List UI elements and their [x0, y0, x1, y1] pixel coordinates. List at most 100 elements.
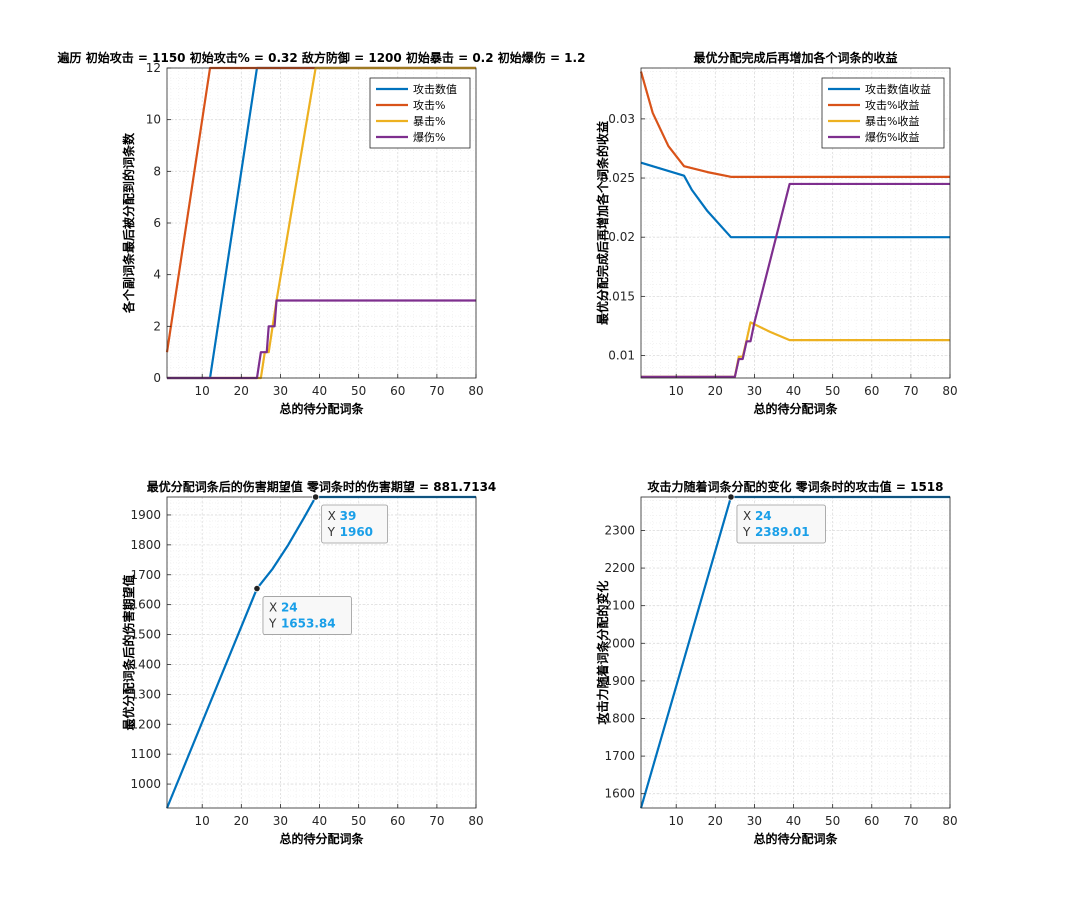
chart-3-datatip-y-label: Y [327, 525, 336, 539]
chart-3-xlabel: 总的待分配词条 [279, 831, 364, 846]
chart-2-xtick-label: 10 [669, 384, 684, 398]
chart-3-datatip-x-value: 24 [281, 601, 298, 615]
chart-4-ytick-label: 1700 [604, 749, 635, 763]
chart-3-datatip-y-value: 1960 [340, 525, 373, 539]
chart-1-legend-entry-4: 爆伤% [413, 130, 445, 144]
chart-4-xlabel: 总的待分配词条 [753, 831, 838, 846]
chart-4-major-grid [641, 497, 951, 808]
chart-1-title: 遍历 初始攻击 = 1150 初始攻击% = 0.32 敌方防御 = 1200 … [57, 50, 586, 65]
chart-2-series-4-line [641, 182, 950, 378]
chart-3-ytick-label: 1400 [130, 657, 161, 671]
chart-4-ylabel: 攻击力随着词条分配的变化 [595, 580, 610, 724]
chart-2-xtick-label: 20 [708, 384, 723, 398]
chart-2-legend-entry-3: 暴击%收益 [865, 114, 919, 128]
chart-4-datatip-box [736, 504, 826, 544]
chart-4-xtick-label: 30 [747, 814, 762, 828]
chart-3-xtick-label: 50 [351, 814, 366, 828]
chart-4-xtick-label: 60 [864, 814, 879, 828]
chart-4-xtick-label: 50 [825, 814, 840, 828]
chart-2-ylabel: 最优分配完成后再增加各个词条的收益 [595, 121, 610, 325]
chart-4-ytick-label: 2300 [604, 523, 635, 537]
chart-1-xtick-label: 40 [312, 384, 327, 398]
chart-2-legend-entry-2: 攻击%收益 [865, 98, 919, 112]
chart-3-series-1-line [165, 495, 476, 809]
chart-1-xtick-label: 20 [234, 384, 249, 398]
chart-2-ytick-label: 0.02 [608, 230, 635, 244]
chart-3-datatip-x-value: 39 [340, 509, 357, 523]
chart-1-legend-entry-3: 暴击% [413, 115, 445, 128]
chart-3-ytick-label: 1900 [130, 508, 161, 522]
chart-4-datatip-y-value: 2389.01 [755, 525, 810, 539]
chart-3-datatip-1[interactable]: X 39 Y 1960 [312, 493, 389, 544]
chart-4-series-1-line [639, 495, 950, 809]
chart-3-ytick-label: 1800 [130, 538, 161, 552]
chart-1-xtick-label: 10 [195, 384, 210, 398]
chart-2-ytick-label: 0.01 [608, 349, 635, 363]
chart-4-datatip-marker [727, 493, 735, 501]
chart-1-ytick-label: 10 [146, 113, 161, 127]
chart-3-ylabel: 最优分配词条后的伤害期望值 [121, 574, 136, 730]
chart-2-series-2-line [639, 71, 950, 178]
chart-3-datatip-x-label: X [269, 601, 277, 615]
chart-3-datatip-marker [253, 584, 261, 593]
chart-1-legend-entry-2: 攻击% [413, 98, 445, 112]
chart-3-datatip-y-label: Y [268, 617, 277, 631]
chart-4-datatip-x-value: 24 [755, 509, 772, 523]
chart-1-series-3-line [167, 66, 476, 380]
chart-1-xlabel: 总的待分配词条 [279, 401, 364, 416]
chart-3-xtick-label: 30 [273, 814, 288, 828]
chart-3-xtick-label: 10 [195, 814, 210, 828]
chart-4-datatip-1[interactable]: X 24 Y 2389.01 [727, 493, 826, 544]
chart-3-xtick-label: 70 [429, 814, 444, 828]
chart-3-ytick-label: 1000 [130, 777, 161, 791]
chart-3-ytick-label: 1200 [130, 717, 161, 731]
chart-2-legend-entry-4: 爆伤%收益 [865, 130, 919, 144]
chart-3-ytick-label: 1500 [130, 628, 161, 642]
chart-4-xtick-label: 10 [669, 814, 684, 828]
chart-4-xtick-label: 40 [786, 814, 801, 828]
chart-3-ytick-label: 1700 [130, 568, 161, 582]
chart-3-xtick-label: 40 [312, 814, 327, 828]
chart-3-major-grid [167, 497, 477, 808]
chart-3-datatip-2[interactable]: X 24 Y 1653.84 [253, 584, 352, 635]
chart-2-legend-entry-1: 攻击数值收益 [865, 82, 931, 96]
chart-2-series-3-line [641, 321, 950, 378]
chart-4-ytick-label: 2000 [604, 636, 635, 650]
chart-1-series-4-line [167, 299, 476, 380]
chart-4: 10 20 30 40 50 60 70 80 1600 1700 1800 1900 2000 2100… [595, 479, 958, 846]
chart-1-ytick-label: 12 [146, 61, 161, 75]
chart-3-ytick-label: 1600 [130, 598, 161, 612]
chart-3-ytick-label: 1300 [130, 687, 161, 701]
chart-4-minor-grid [641, 497, 950, 808]
chart-4-xtick-label: 80 [942, 814, 957, 828]
chart-4-ytick-label: 1800 [604, 711, 635, 725]
chart-3-xtick-label: 80 [468, 814, 483, 828]
chart-4-ytick-label: 1600 [604, 787, 635, 801]
chart-3-datatip-box [321, 504, 389, 544]
chart-1-xtick-label: 70 [429, 384, 444, 398]
chart-4-ytick-label: 2200 [604, 561, 635, 575]
chart-1-xtick-label: 50 [351, 384, 366, 398]
chart-1-xtick-label: 80 [468, 384, 483, 398]
chart-3-xtick-label: 60 [390, 814, 405, 828]
chart-2-ytick-label: 0.03 [608, 112, 635, 126]
chart-4-axes-box [640, 496, 951, 809]
chart-4-xtick-label: 20 [708, 814, 723, 828]
chart-2-minor-grid [641, 68, 950, 378]
chart-1-ytick-label: 4 [153, 268, 161, 282]
chart-2-series-1-line [640, 161, 950, 239]
chart-2-ytick-label: 0.025 [601, 171, 635, 185]
chart-2-xlabel: 总的待分配词条 [753, 401, 838, 416]
chart-1-ytick-label: 6 [153, 216, 161, 230]
chart-2-xtick-label: 30 [747, 384, 762, 398]
chart-2-xtick-label: 40 [786, 384, 801, 398]
chart-2-xtick-label: 50 [825, 384, 840, 398]
chart-1-ylabel: 各个副词条最后被分配到的词条数 [121, 132, 136, 314]
chart-2-xtick-label: 80 [942, 384, 957, 398]
chart-1-xtick-label: 30 [273, 384, 288, 398]
chart-1-legend-entry-1: 攻击数值 [413, 82, 457, 96]
chart-1-ytick-label: 2 [153, 319, 161, 333]
chart-3-datatip-box [262, 596, 352, 635]
